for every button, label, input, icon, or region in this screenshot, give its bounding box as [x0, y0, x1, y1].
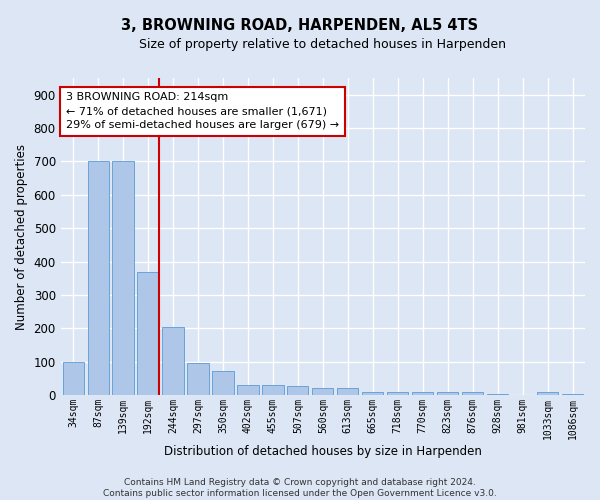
Bar [337, 388, 358, 395]
Bar [437, 392, 458, 395]
Bar [163, 326, 184, 395]
Bar [238, 385, 259, 395]
Bar [262, 385, 284, 395]
Bar [62, 362, 84, 395]
Text: Contains HM Land Registry data © Crown copyright and database right 2024.
Contai: Contains HM Land Registry data © Crown c… [103, 478, 497, 498]
Bar [562, 394, 583, 395]
Bar [137, 272, 158, 395]
X-axis label: Distribution of detached houses by size in Harpenden: Distribution of detached houses by size … [164, 444, 482, 458]
Text: 3 BROWNING ROAD: 214sqm
← 71% of detached houses are smaller (1,671)
29% of semi: 3 BROWNING ROAD: 214sqm ← 71% of detache… [66, 92, 339, 130]
Bar [112, 162, 134, 395]
Bar [312, 388, 334, 395]
Bar [287, 386, 308, 395]
Bar [362, 392, 383, 395]
Bar [462, 392, 483, 395]
Bar [412, 392, 433, 395]
Bar [537, 392, 558, 395]
Bar [387, 392, 409, 395]
Text: 3, BROWNING ROAD, HARPENDEN, AL5 4TS: 3, BROWNING ROAD, HARPENDEN, AL5 4TS [121, 18, 479, 32]
Bar [88, 162, 109, 395]
Y-axis label: Number of detached properties: Number of detached properties [15, 144, 28, 330]
Bar [212, 371, 233, 395]
Bar [187, 364, 209, 395]
Title: Size of property relative to detached houses in Harpenden: Size of property relative to detached ho… [139, 38, 506, 51]
Bar [487, 394, 508, 395]
